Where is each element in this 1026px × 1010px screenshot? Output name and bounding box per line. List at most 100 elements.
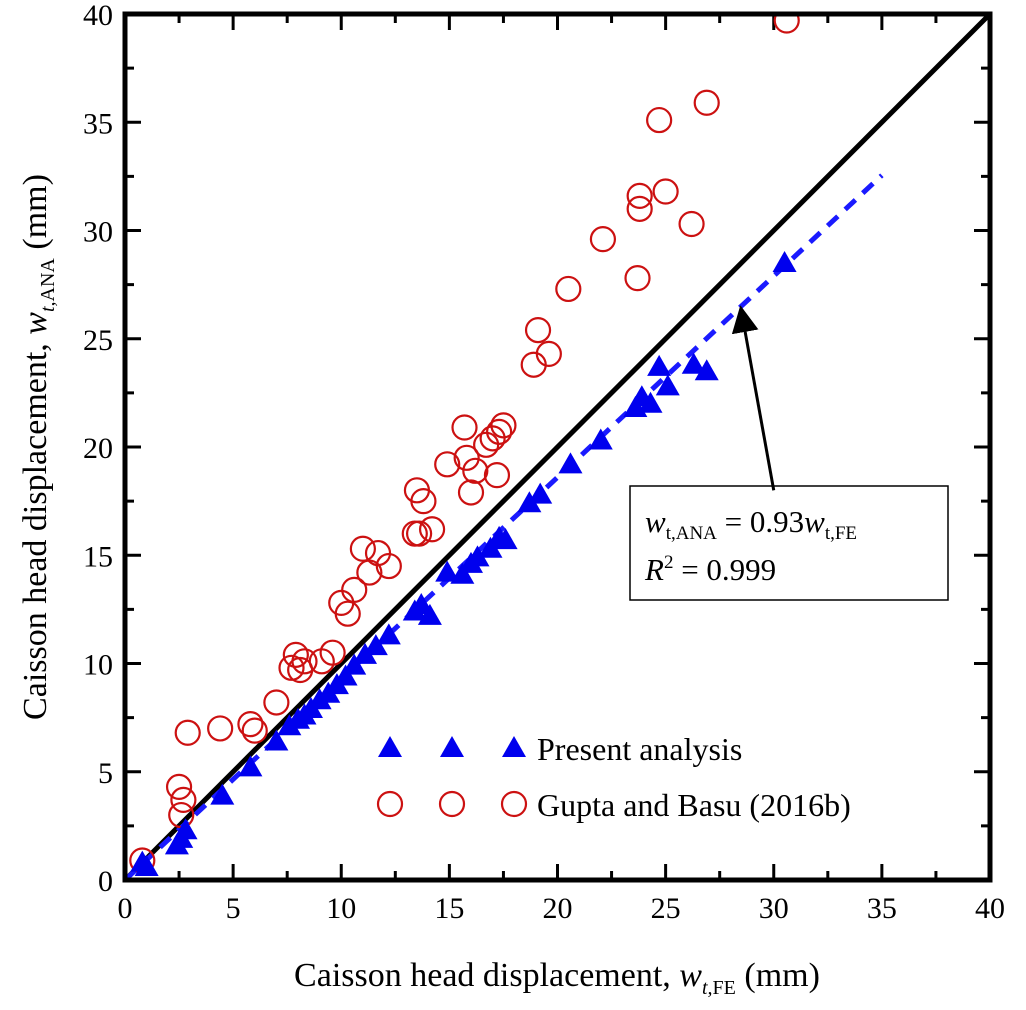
eq-mid: = 0.93 bbox=[717, 504, 804, 539]
data-point-triangle bbox=[134, 855, 159, 877]
data-point-circle bbox=[555, 275, 582, 303]
data-point-circle bbox=[486, 418, 513, 445]
x-tick-label: 35 bbox=[867, 892, 897, 925]
ylabel-sub: t, bbox=[37, 301, 59, 312]
data-point-circle bbox=[490, 412, 517, 439]
data-point-circle bbox=[282, 641, 309, 668]
data-point-circle bbox=[589, 226, 617, 253]
eq-var1: w bbox=[645, 504, 666, 539]
data-point-triangle bbox=[647, 354, 672, 376]
data-point-triangle bbox=[342, 653, 367, 675]
fit-annotation: wt,ANA = 0.93wt,FE R2 = 0.999 bbox=[629, 305, 949, 601]
data-point-triangle bbox=[173, 818, 198, 840]
legend-label-gupta-basu: Gupta and Basu (2016b) bbox=[537, 787, 851, 823]
data-point-triangle bbox=[210, 783, 235, 805]
ylabel-suffix: (mm) bbox=[17, 174, 54, 258]
data-point-triangle bbox=[588, 428, 613, 450]
xlabel-suffix: (mm) bbox=[736, 957, 820, 994]
data-point-circle bbox=[406, 520, 433, 547]
fit-equation: wt,ANA = 0.93wt,FE bbox=[645, 504, 857, 544]
data-point-triangle bbox=[465, 545, 490, 567]
data-point-triangle bbox=[638, 391, 663, 413]
data-points bbox=[129, 14, 800, 877]
data-point-circle bbox=[334, 600, 361, 627]
line-of-equality bbox=[125, 14, 990, 880]
x-tick-label: 0 bbox=[118, 892, 133, 925]
y-tick-label: 0 bbox=[98, 865, 113, 898]
data-point-circle bbox=[207, 715, 234, 742]
eq-sub2: t,FE bbox=[825, 523, 857, 544]
data-point-circle bbox=[626, 195, 653, 222]
data-point-circle bbox=[291, 648, 318, 675]
data-point-triangle bbox=[478, 536, 503, 558]
x-tick-label: 20 bbox=[543, 892, 573, 925]
legend-marker-circle bbox=[438, 790, 466, 818]
plot-frame bbox=[122, 11, 993, 883]
r2-sup: 2 bbox=[664, 552, 674, 573]
data-point-circle bbox=[626, 182, 653, 209]
data-point-circle bbox=[241, 717, 268, 744]
data-point-triangle bbox=[450, 562, 475, 584]
data-point-triangle bbox=[264, 729, 289, 751]
data-point-circle bbox=[462, 457, 489, 484]
data-point-circle bbox=[278, 654, 305, 681]
data-point-circle bbox=[319, 639, 346, 666]
xlabel-prefix: Caisson head displacement, bbox=[294, 957, 679, 994]
tick-labels: 0 5 10 15 20 25 30 35 40 0 5 10 15 20 25 30 35 40 bbox=[83, 0, 1005, 925]
data-point-circle bbox=[165, 773, 193, 801]
data-point-circle bbox=[451, 414, 478, 441]
xlabel-sub2: FE bbox=[713, 977, 736, 999]
legend-marker-circle bbox=[500, 790, 528, 818]
x-tick-label: 5 bbox=[226, 892, 241, 925]
ylabel-sub2: ANA bbox=[37, 258, 59, 302]
ylabel-prefix: Caisson head displacement, bbox=[17, 335, 54, 720]
data-point-circle bbox=[410, 488, 437, 515]
data-point-triangle bbox=[435, 560, 460, 582]
y-axis-title: Caisson head displacement, wt,ANA (mm) bbox=[17, 174, 59, 720]
xlabel-var: w bbox=[679, 957, 702, 994]
legend-markers-gupta-basu bbox=[376, 790, 528, 818]
y-tick-label: 30 bbox=[83, 216, 113, 249]
legend-marker-circle bbox=[376, 790, 404, 818]
x-axis-title: Caisson head displacement, wt,FE (mm) bbox=[294, 957, 820, 999]
plot-area bbox=[125, 14, 990, 880]
x-tick-label: 30 bbox=[759, 892, 789, 925]
data-point-triangle bbox=[376, 623, 401, 645]
y-tick-label: 15 bbox=[83, 540, 113, 573]
x-tick-label: 40 bbox=[975, 892, 1005, 925]
data-point-circle bbox=[341, 576, 368, 603]
data-point-circle bbox=[646, 106, 673, 134]
data-point-triangle bbox=[694, 359, 719, 381]
data-point-circle bbox=[170, 786, 197, 813]
x-tick-label: 15 bbox=[434, 892, 464, 925]
data-point-triangle bbox=[655, 374, 680, 396]
annotation-arrow bbox=[731, 305, 776, 491]
r2-value: = 0.999 bbox=[673, 552, 776, 587]
r-squared: R2 = 0.999 bbox=[644, 552, 776, 587]
data-point-circle bbox=[453, 444, 480, 471]
y-tick-label: 25 bbox=[83, 324, 113, 357]
legend-marker-triangle bbox=[378, 736, 402, 757]
legend-label-present-analysis: Present analysis bbox=[537, 731, 742, 767]
data-point-triangle bbox=[558, 452, 583, 474]
data-point-triangle bbox=[333, 664, 358, 686]
data-point-circle bbox=[375, 552, 402, 580]
legend-marker-triangle bbox=[440, 736, 464, 757]
y-tick-label: 5 bbox=[98, 757, 113, 790]
data-point-circle bbox=[624, 265, 651, 292]
eq-var2: w bbox=[804, 504, 825, 539]
data-point-circle bbox=[773, 14, 800, 34]
data-point-circle bbox=[263, 689, 290, 716]
y-tick-label: 35 bbox=[83, 107, 113, 140]
data-point-circle bbox=[418, 516, 446, 543]
data-point-circle bbox=[524, 316, 552, 344]
data-point-circle bbox=[473, 431, 500, 458]
data-point-circle bbox=[308, 648, 335, 675]
x-tick-label: 10 bbox=[326, 892, 356, 925]
annotation-box bbox=[629, 485, 949, 601]
data-point-triangle bbox=[417, 603, 442, 625]
y-tick-label: 20 bbox=[83, 432, 113, 465]
data-point-circle bbox=[483, 462, 511, 489]
data-point-triangle bbox=[772, 250, 797, 272]
